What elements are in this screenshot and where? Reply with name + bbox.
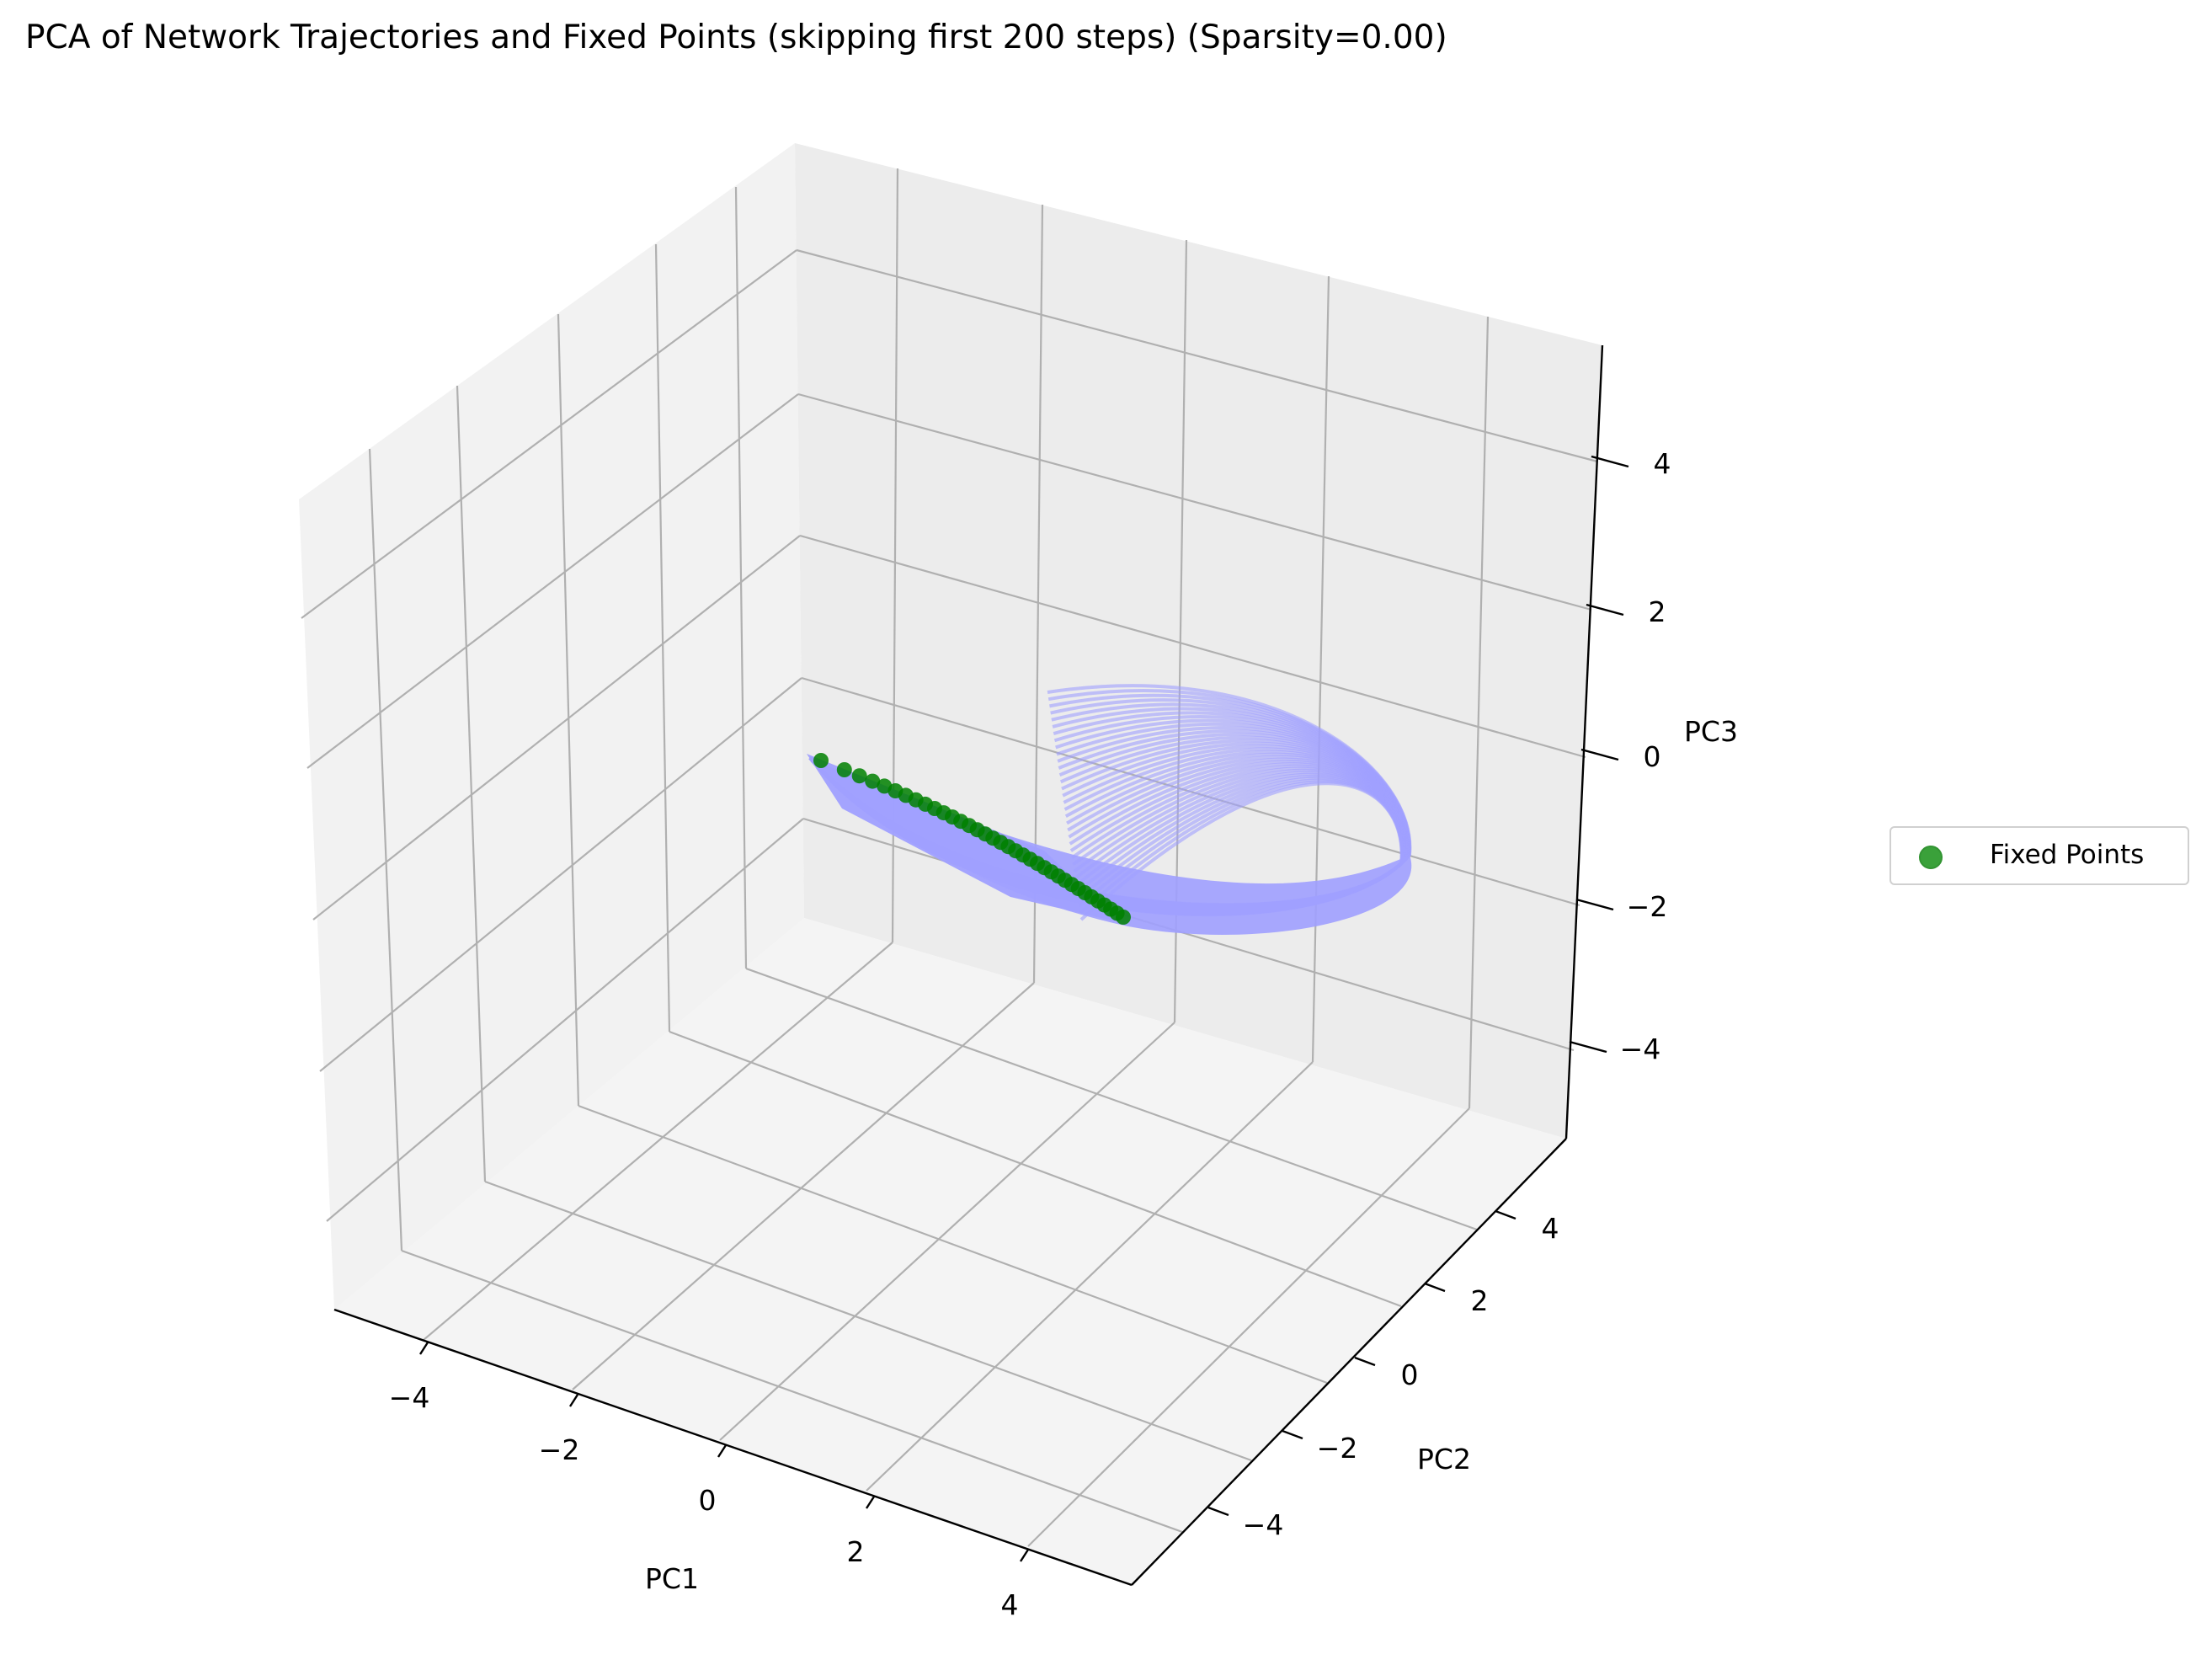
x-axis-label: PC1: [645, 1562, 699, 1595]
x-tick: [865, 1496, 876, 1509]
y-tick: [1207, 1506, 1229, 1517]
y-tick-label: −2: [1317, 1432, 1358, 1465]
trajectory-fill: [810, 758, 1412, 936]
tick-labels: −4 −2 0 2 4 −4 −2 0 2 4 −4 −2 0 2 4: [389, 447, 1671, 1621]
z-tick: [1569, 1040, 1607, 1054]
x-tick-label: 2: [847, 1535, 865, 1568]
x-tick-label: −4: [389, 1381, 430, 1414]
legend-label: Fixed Points: [1990, 840, 2145, 870]
x-tick: [568, 1394, 579, 1407]
y-axis-label: PC2: [1417, 1443, 1471, 1476]
legend-marker-fixed-points: [1919, 846, 1943, 869]
floor-pane: [334, 918, 1566, 1585]
trajectory-lines: [807, 684, 1412, 936]
chart-title: PCA of Network Trajectories and Fixed Po…: [25, 19, 1447, 56]
y-tick: [1495, 1209, 1516, 1220]
z-tick: [1591, 455, 1629, 468]
y-tick-label: 0: [1401, 1358, 1419, 1391]
y-tick-label: −4: [1243, 1508, 1284, 1541]
left-pane: [299, 143, 804, 1310]
z-tick-label: 4: [1654, 447, 1671, 480]
fixed-point: [813, 753, 829, 768]
x-tick: [717, 1444, 728, 1458]
y-tick: [1282, 1429, 1303, 1440]
y-tick: [1354, 1356, 1376, 1367]
fixed-points: [813, 753, 1131, 925]
z-tick-label: 2: [1649, 595, 1666, 628]
z-tick: [1586, 603, 1624, 616]
x-axis-line: [333, 1308, 1133, 1587]
fixed-point: [851, 768, 867, 784]
fixed-point: [865, 773, 881, 789]
z-axis-label: PC3: [1684, 715, 1738, 748]
y-tick-label: 4: [1542, 1212, 1559, 1245]
y-tick: [1424, 1282, 1446, 1293]
x-tick-label: 4: [1001, 1588, 1019, 1621]
x-tick-label: −2: [539, 1433, 580, 1466]
z-axis-line: [1564, 344, 1604, 1139]
y-tick-label: 2: [1471, 1284, 1489, 1317]
x-tick: [1019, 1549, 1030, 1562]
z-tick: [1580, 748, 1619, 761]
z-tick-label: −2: [1627, 890, 1668, 923]
x-tick-label: 0: [699, 1484, 717, 1517]
y-axis-line: [1131, 1138, 1567, 1586]
trajectory-tail: [807, 754, 1120, 922]
x-tick: [418, 1342, 429, 1355]
z-tick-label: −4: [1620, 1033, 1661, 1065]
z-tick-label: 0: [1644, 740, 1661, 773]
tick-marks: [418, 455, 1629, 1562]
z-tick: [1575, 898, 1614, 911]
fixed-point: [836, 762, 852, 777]
axes: [333, 344, 1604, 1587]
legend: Fixed Points: [1890, 826, 2189, 885]
fixed-point: [1116, 910, 1131, 925]
